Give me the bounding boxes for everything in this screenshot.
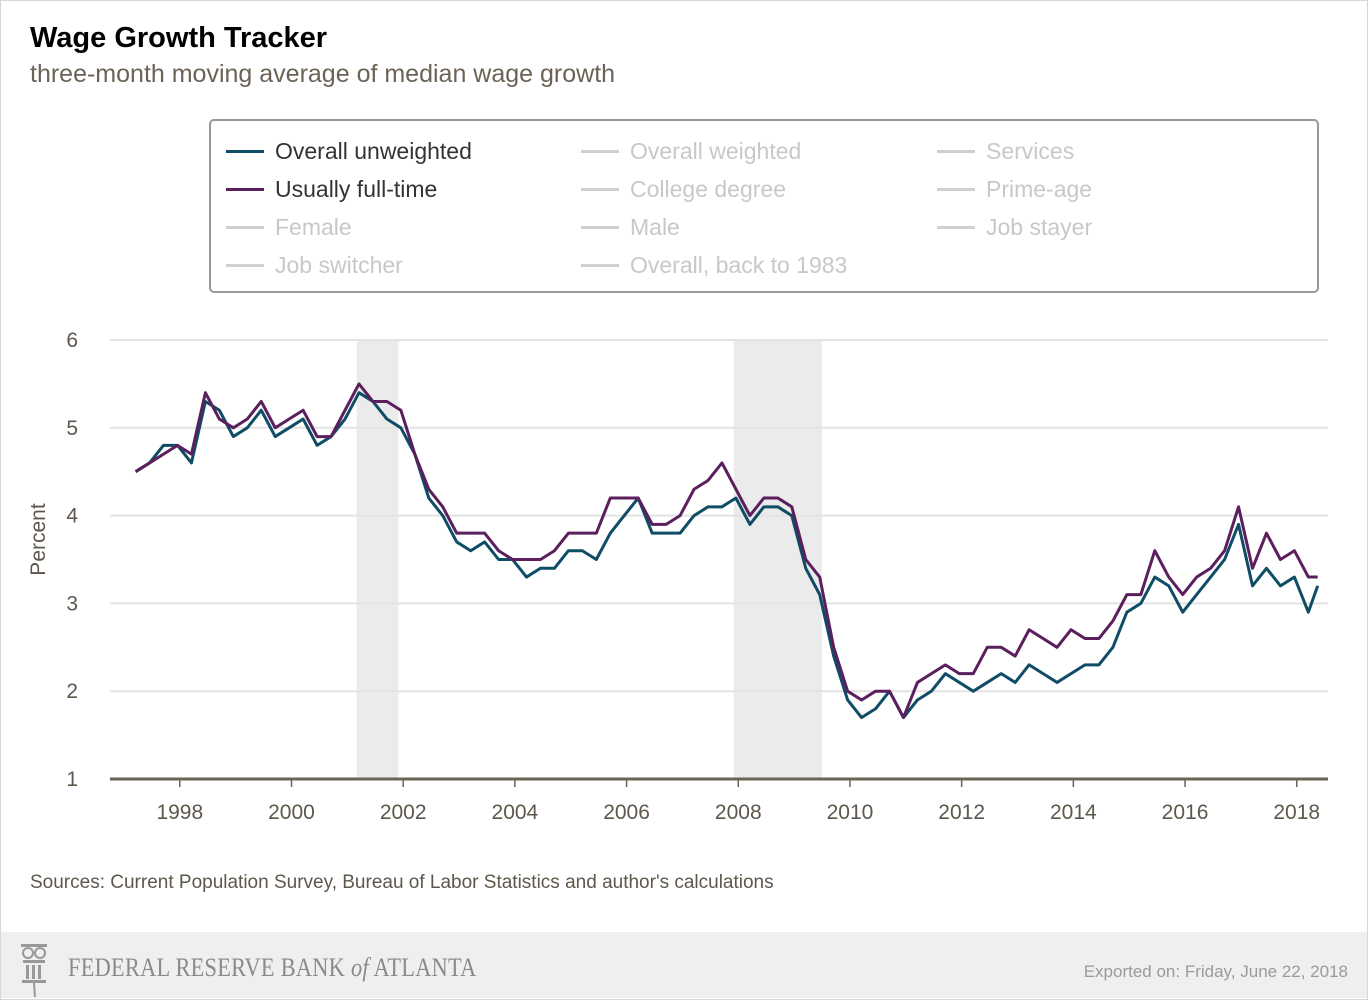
legend-swatch bbox=[581, 263, 619, 267]
x-tick-label: 2008 bbox=[715, 801, 762, 824]
series-line-usually-full-time bbox=[134, 382, 1318, 720]
y-tick-label: 4 bbox=[66, 505, 78, 528]
legend-label: Services bbox=[986, 137, 1075, 164]
frb-atlanta-wordmark: FEDERAL RESERVE BANK of ATLANTA bbox=[68, 953, 477, 982]
legend-item-usually-full-time[interactable]: Usually full-time bbox=[226, 174, 437, 204]
legend-item-overall-unweighted[interactable]: Overall unweighted bbox=[226, 136, 472, 166]
legend-swatch bbox=[581, 187, 619, 191]
legend-swatch bbox=[937, 225, 975, 229]
recession-band bbox=[356, 340, 399, 779]
frb-atlanta-logo-icon bbox=[21, 944, 47, 998]
legend-label: Overall weighted bbox=[630, 137, 802, 164]
legend-label: Usually full-time bbox=[275, 175, 438, 202]
x-tick-label: 2002 bbox=[380, 801, 427, 824]
y-tick-label: 6 bbox=[66, 329, 78, 352]
legend-swatch bbox=[937, 149, 975, 153]
legend-item-services[interactable]: Services bbox=[937, 136, 1074, 166]
legend-label: Prime-age bbox=[986, 175, 1093, 202]
x-tick-label: 2006 bbox=[603, 801, 650, 824]
legend-item-prime-age[interactable]: Prime-age bbox=[937, 174, 1092, 204]
chart-subtitle: three-month moving average of median wag… bbox=[30, 60, 616, 88]
legend-swatch bbox=[581, 149, 619, 153]
x-tick-label: 2016 bbox=[1162, 801, 1209, 824]
legend-item-job-stayer[interactable]: Job stayer bbox=[937, 212, 1092, 242]
legend: Overall unweighted Overall weighted Servic… bbox=[209, 119, 1319, 293]
y-tick-label: 1 bbox=[66, 768, 78, 791]
x-tick-label: 2012 bbox=[938, 801, 985, 824]
legend-swatch bbox=[226, 225, 264, 229]
y-tick-label: 3 bbox=[66, 592, 78, 615]
legend-swatch bbox=[581, 225, 619, 229]
chart-title: Wage Growth Tracker bbox=[30, 22, 328, 54]
legend-swatch bbox=[226, 187, 264, 191]
series-line-overall-unweighted bbox=[134, 391, 1320, 720]
sources-note: Sources: Current Population Survey, Bure… bbox=[30, 872, 774, 893]
legend-item-college-degree[interactable]: College degree bbox=[581, 174, 786, 204]
y-tick-label: 2 bbox=[66, 680, 78, 703]
legend-swatch bbox=[226, 263, 264, 267]
legend-item-male[interactable]: Male bbox=[581, 212, 680, 242]
y-axis-label: Percent bbox=[27, 503, 50, 576]
x-tick-label: 2000 bbox=[268, 801, 315, 824]
x-tick-label: 2018 bbox=[1273, 801, 1320, 824]
legend-label: College degree bbox=[630, 175, 787, 202]
export-date: Exported on: Friday, June 22, 2018 bbox=[1083, 962, 1348, 981]
legend-label: Male bbox=[630, 213, 680, 240]
legend-swatch bbox=[226, 149, 264, 153]
legend-item-job-switcher[interactable]: Job switcher bbox=[226, 250, 403, 280]
footer bbox=[1, 932, 1367, 998]
y-tick-label: 5 bbox=[66, 417, 78, 440]
legend-item-overall-back-to-1983[interactable]: Overall, back to 1983 bbox=[581, 250, 847, 280]
legend-label: Female bbox=[275, 213, 352, 240]
recession-band bbox=[733, 340, 822, 779]
legend-label: Job stayer bbox=[986, 213, 1093, 240]
legend-label: Overall unweighted bbox=[275, 137, 472, 164]
x-tick-label: 2004 bbox=[492, 801, 539, 824]
legend-swatch bbox=[937, 187, 975, 191]
x-tick-label: 2010 bbox=[827, 801, 874, 824]
x-tick-label: 2014 bbox=[1050, 801, 1097, 824]
legend-item-female[interactable]: Female bbox=[226, 212, 352, 242]
legend-label: Job switcher bbox=[275, 251, 403, 278]
legend-label: Overall, back to 1983 bbox=[630, 251, 848, 278]
line-chart: 1 2 3 4 5 6 1998 2000 2002 2004 2006 2008 2010 2012 20… bbox=[27, 329, 1328, 824]
x-tick-label: 1998 bbox=[156, 801, 203, 824]
legend-item-overall-weighted[interactable]: Overall weighted bbox=[581, 136, 801, 166]
